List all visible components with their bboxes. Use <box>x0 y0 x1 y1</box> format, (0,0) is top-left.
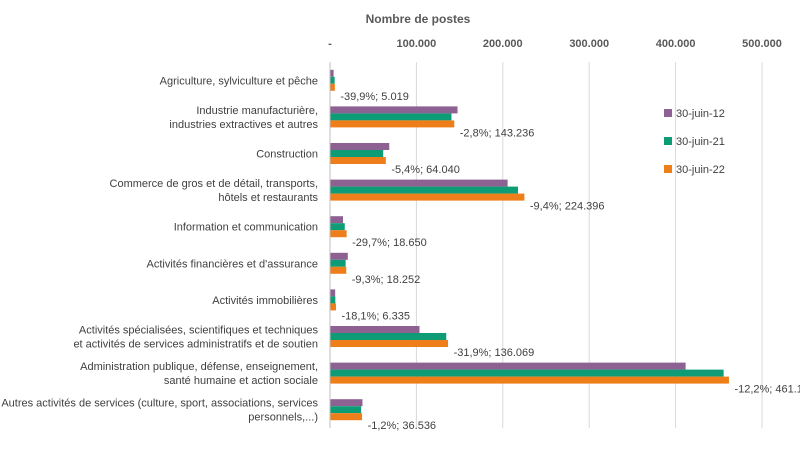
category-label: Information et communication <box>174 222 318 234</box>
bar-30-juin-12 <box>330 289 336 297</box>
bar-30-juin-12 <box>330 69 334 77</box>
bar-30-juin-21 <box>330 333 447 340</box>
category-labels: Agriculture, sylviculture et pêche Indust… <box>1 75 318 423</box>
legend-label: 30-juin-12 <box>676 108 725 120</box>
bar-30-juin-21 <box>330 369 724 377</box>
data-label: -12,2%; 461.159 <box>734 384 800 396</box>
legend-swatch <box>664 109 672 117</box>
bar-30-juin-12 <box>330 326 420 333</box>
data-label: -29,7%; 18.650 <box>352 237 427 249</box>
bar-30-juin-12 <box>330 399 363 407</box>
x-tick-label: 400.000 <box>656 38 696 50</box>
bar-30-juin-22 <box>330 120 455 128</box>
bar-30-juin-22 <box>330 193 525 201</box>
category-label: Activités financières et d'assurance <box>147 258 318 270</box>
bar-30-juin-12 <box>330 252 348 260</box>
x-tick-label: 100.000 <box>397 38 437 50</box>
bar-30-juin-21 <box>330 259 346 267</box>
data-label: -39,9%; 5.019 <box>340 91 409 103</box>
data-label: -5,4%; 64.040 <box>391 164 460 176</box>
category-label: Autres activités de services (culture, s… <box>1 398 318 424</box>
legend-label: 30-juin-21 <box>676 136 725 148</box>
bar-30-juin-21 <box>330 113 452 121</box>
data-label: -9,3%; 18.252 <box>352 274 421 286</box>
x-tick-label: - <box>328 38 332 50</box>
category-label: Industrie manufacturière, industries extr… <box>169 105 318 131</box>
category-label: Construction <box>256 149 318 161</box>
x-tick-label: 200.000 <box>483 38 523 50</box>
bar-30-juin-21 <box>330 406 362 414</box>
bar-30-juin-12 <box>330 362 686 370</box>
bar-30-juin-12 <box>330 143 390 150</box>
bars <box>330 69 729 421</box>
category-label: Administration publique, défense, enseig… <box>80 361 318 387</box>
bar-30-juin-12 <box>330 179 508 187</box>
bar-30-juin-22 <box>330 83 335 91</box>
data-label: -31,9%; 136.069 <box>454 347 535 359</box>
data-label: -18,1%; 6.335 <box>341 310 410 322</box>
x-tick-label: 300.000 <box>569 38 609 50</box>
bar-30-juin-21 <box>330 223 345 231</box>
legend: 30-juin-12 30-juin-21 30-juin-22 <box>664 108 725 176</box>
data-label: -9,4%; 224.396 <box>530 201 605 213</box>
category-label: Activités spécialisées, scientifiques et… <box>73 325 318 351</box>
bar-30-juin-22 <box>330 230 347 238</box>
bar-30-juin-22 <box>330 376 729 384</box>
legend-label: 30-juin-22 <box>676 164 725 176</box>
legend-swatch <box>664 165 672 173</box>
category-label: Commerce de gros et de détail, transport… <box>110 178 319 204</box>
data-labels: -39,9%; 5.019 -2,8%; 143.236 -5,4%; 64.040… <box>340 91 800 432</box>
x-tick-label: 500.000 <box>742 38 782 50</box>
category-label: Agriculture, sylviculture et pêche <box>160 75 318 87</box>
x-axis-title: Nombre de postes <box>366 12 471 26</box>
bar-30-juin-22 <box>330 340 449 347</box>
category-label: Activités immobilières <box>212 295 318 307</box>
data-label: -1,2%; 36.536 <box>368 420 437 432</box>
bar-30-juin-22 <box>330 157 386 164</box>
legend-swatch <box>664 137 672 145</box>
bar-30-juin-12 <box>330 106 458 114</box>
data-label: -2,8%; 143.236 <box>460 127 535 139</box>
bar-30-juin-22 <box>330 413 363 421</box>
x-tick-labels: - 100.000 200.000 300.000 400.000 500.000 <box>328 38 782 50</box>
bar-30-juin-21 <box>330 76 335 84</box>
bar-30-juin-12 <box>330 216 344 224</box>
bar-30-juin-21 <box>330 186 518 194</box>
bar-30-juin-21 <box>330 296 336 304</box>
bar-30-juin-22 <box>330 303 336 311</box>
bar-30-juin-21 <box>330 150 384 157</box>
bar-30-juin-22 <box>330 266 347 274</box>
